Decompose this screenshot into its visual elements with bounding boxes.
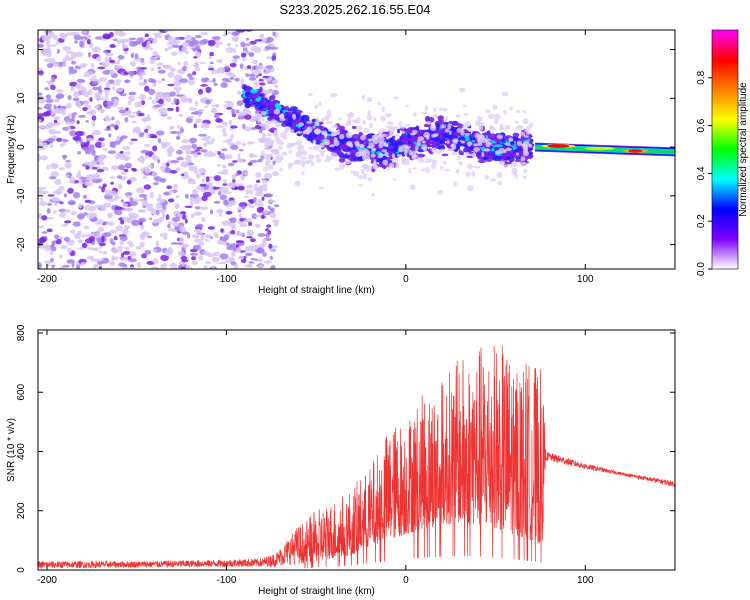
y-tick-label: 600	[16, 383, 27, 400]
tone-peak	[547, 144, 570, 148]
y-tick-label: 200	[16, 502, 27, 519]
tone-peak	[628, 149, 643, 153]
x-axis-label: Height of straight line (km)	[258, 586, 375, 597]
y-tick-label: 400	[16, 443, 27, 460]
x-tick-label: -100	[216, 274, 236, 285]
snr-frame	[37, 329, 676, 571]
spectrogram-heatmap	[38, 30, 675, 269]
y-tick-label: 20	[16, 44, 27, 56]
colorbar-gradient	[711, 29, 739, 270]
x-tick-label: -200	[37, 575, 57, 586]
x-axis-label: Height of straight line (km)	[258, 285, 375, 296]
snr-plot: -200 -100 0 100 0 200 400 600 800 Height of strai…	[6, 324, 676, 597]
colorbar-tick-label: 0.4	[696, 166, 707, 180]
x-tick-label: 0	[403, 575, 409, 586]
x-tick-label: 100	[577, 575, 594, 586]
y-tick-label: -10	[16, 188, 27, 203]
figure-title: S233.2025.262.16.55.E04	[279, 2, 430, 17]
y-tick-label: -20	[16, 237, 27, 252]
colorbar-label: Normalized spectral amplitude	[738, 82, 749, 217]
y-tick-label: 800	[16, 324, 27, 341]
x-tick-label: -100	[216, 575, 236, 586]
colorbar-tick-label: 0.2	[696, 214, 707, 228]
y-axis-label: Frequency (Hz)	[6, 115, 17, 184]
x-tick-label: 0	[403, 274, 409, 285]
x-tick-label: -200	[37, 274, 57, 285]
y-axis-label: SNR (10 * v/v)	[6, 418, 17, 482]
y-tick-label: 0	[16, 567, 27, 573]
colorbar: 0.0 0.2 0.4 0.6 0.8 Normalized spectral ampli…	[696, 29, 749, 276]
tone-peak	[584, 146, 615, 151]
colorbar-tick-label: 0.8	[696, 70, 707, 84]
spectrogram-frame	[37, 29, 676, 270]
y-tick-label: 10	[16, 92, 27, 104]
snr-series-line	[38, 345, 675, 569]
colorbar-tick-label: 0.6	[696, 118, 707, 132]
x-tick-label: 100	[577, 274, 594, 285]
y-tick-label: 0	[16, 144, 27, 150]
colorbar-tick-label: 0.0	[696, 262, 707, 276]
